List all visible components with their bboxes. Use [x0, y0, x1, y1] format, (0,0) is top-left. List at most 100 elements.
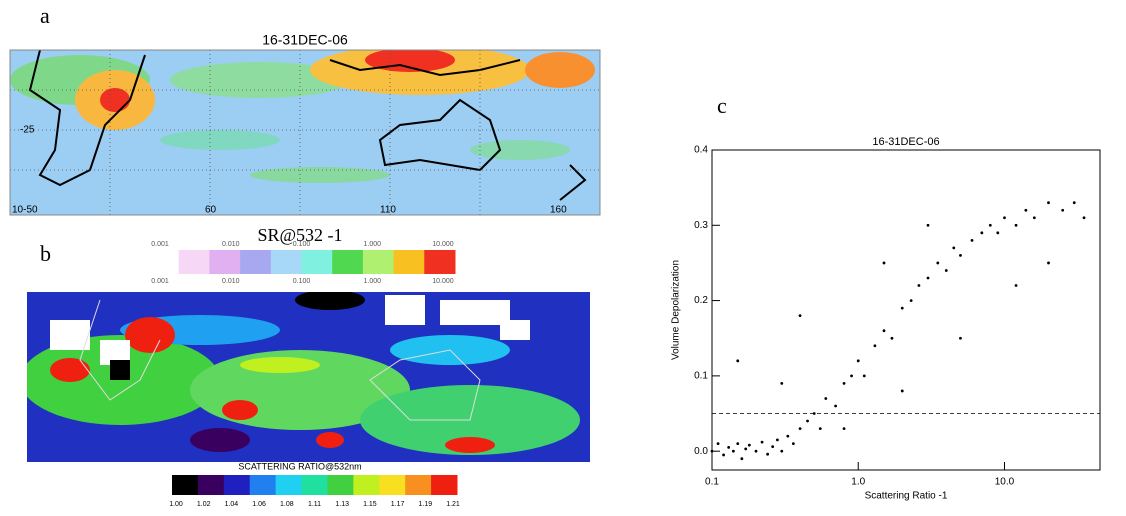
point	[747, 443, 751, 447]
point	[926, 223, 930, 227]
colorbar: 1.00 1.02 1.04 1.06 1.08 1.11 1.13 1.15 1.17 1.19…	[169, 475, 460, 508]
x-tick-label: 10.0	[995, 477, 1015, 488]
colorbar-cell	[209, 250, 241, 274]
point	[882, 261, 886, 265]
map-title: 16-31DEC-06	[262, 32, 348, 48]
point	[842, 427, 846, 430]
y-tick-label: 0.1	[694, 371, 708, 382]
colorbar-cell	[379, 475, 406, 495]
point	[959, 336, 962, 340]
y-tick-label: 0.0	[694, 446, 708, 457]
point	[1061, 208, 1065, 212]
colorbar-tick-label: 0.010	[222, 241, 240, 248]
point	[1072, 201, 1076, 205]
point	[760, 440, 764, 444]
point	[780, 449, 784, 453]
colorbar-cell	[249, 475, 277, 495]
point	[798, 427, 802, 430]
colorbar-cell	[424, 250, 456, 274]
point	[952, 246, 956, 250]
point	[856, 359, 860, 363]
point	[818, 427, 822, 430]
y-axis-label: Volume Depolarization	[671, 260, 682, 360]
map-label: 110	[380, 205, 396, 216]
point	[970, 238, 974, 242]
point	[917, 284, 921, 287]
colorbar-cell	[301, 250, 333, 274]
colorbar-cell	[353, 475, 380, 495]
point	[824, 397, 828, 400]
colorbar-cell	[270, 250, 302, 274]
scale-title: SCATTERING RATIO@532nm	[238, 461, 361, 471]
point	[834, 404, 837, 408]
colorbar-tick-label: 1.08	[280, 501, 294, 508]
y-tick-label: 0.2	[694, 295, 708, 306]
panel-label: a	[40, 3, 50, 28]
point	[716, 442, 720, 446]
map-label: 10-50	[12, 205, 38, 216]
point	[771, 445, 775, 449]
point	[959, 254, 962, 257]
point	[1014, 284, 1018, 287]
colorbar-tick-label: 1.19	[418, 501, 432, 508]
map-label: -25	[20, 125, 35, 136]
x-axis-label: Scattering Ratio -1	[865, 491, 948, 502]
point	[736, 442, 740, 446]
point	[727, 446, 731, 449]
colorbar-tick-label: 1.15	[363, 501, 377, 508]
colorbar-cell	[148, 250, 180, 274]
colorbar-tick-label: 1.06	[252, 501, 266, 508]
point	[980, 231, 984, 235]
colorbar-tick-label: 1.21	[446, 501, 460, 508]
point	[1047, 201, 1050, 205]
point	[1047, 261, 1050, 265]
colorbar-tick-label: 0.001	[151, 278, 169, 285]
plot-frame	[711, 149, 1101, 471]
point	[731, 449, 735, 453]
colorbar-cell	[240, 250, 272, 274]
point	[791, 442, 795, 446]
point	[710, 449, 714, 453]
point	[775, 438, 779, 442]
colorbar-tick-label: 0.100	[293, 241, 311, 248]
point	[1003, 216, 1006, 220]
point	[944, 269, 948, 272]
y-tick-label: 0.3	[694, 220, 708, 231]
colorbar-cell	[362, 250, 395, 274]
colorbar-tick-label: 1.000	[363, 241, 381, 248]
colorbar-cell	[393, 250, 425, 274]
colorbar-tick-label: 1.02	[197, 501, 211, 508]
point	[890, 336, 894, 340]
colorbar-title: SR@532 -1	[257, 225, 342, 245]
point	[812, 412, 816, 415]
point	[900, 306, 904, 310]
point	[850, 374, 853, 378]
panel-label: c	[717, 93, 727, 118]
colorbar-cell	[327, 475, 354, 495]
colorbar-cell	[172, 475, 199, 495]
point	[873, 344, 877, 348]
colorbar-cell	[301, 475, 328, 495]
colorbar-tick-label: 1.00	[169, 501, 183, 508]
map-b	[27, 292, 590, 462]
map-a	[10, 50, 600, 215]
point	[722, 453, 725, 457]
colorbar-tick-label: 0.100	[293, 278, 311, 285]
colorbar-cell	[178, 250, 210, 274]
point	[736, 359, 740, 363]
colorbar-tick-label: 1.000	[363, 278, 381, 285]
point	[740, 457, 744, 461]
colorbar-tick-label: 1.11	[308, 501, 321, 508]
map-label: 160	[550, 205, 567, 216]
point	[909, 299, 913, 302]
point	[786, 434, 790, 438]
colorbar: 0.001 0.001 0.010 0.010 0.100 0.100 1.000 1.000…	[148, 241, 456, 285]
point	[882, 329, 886, 333]
colorbar-cell	[197, 475, 225, 495]
point	[806, 419, 809, 423]
colorbar-cell	[275, 475, 303, 495]
point	[798, 314, 802, 318]
point	[1024, 208, 1028, 212]
point	[926, 276, 930, 280]
panel-label: b	[40, 241, 51, 266]
